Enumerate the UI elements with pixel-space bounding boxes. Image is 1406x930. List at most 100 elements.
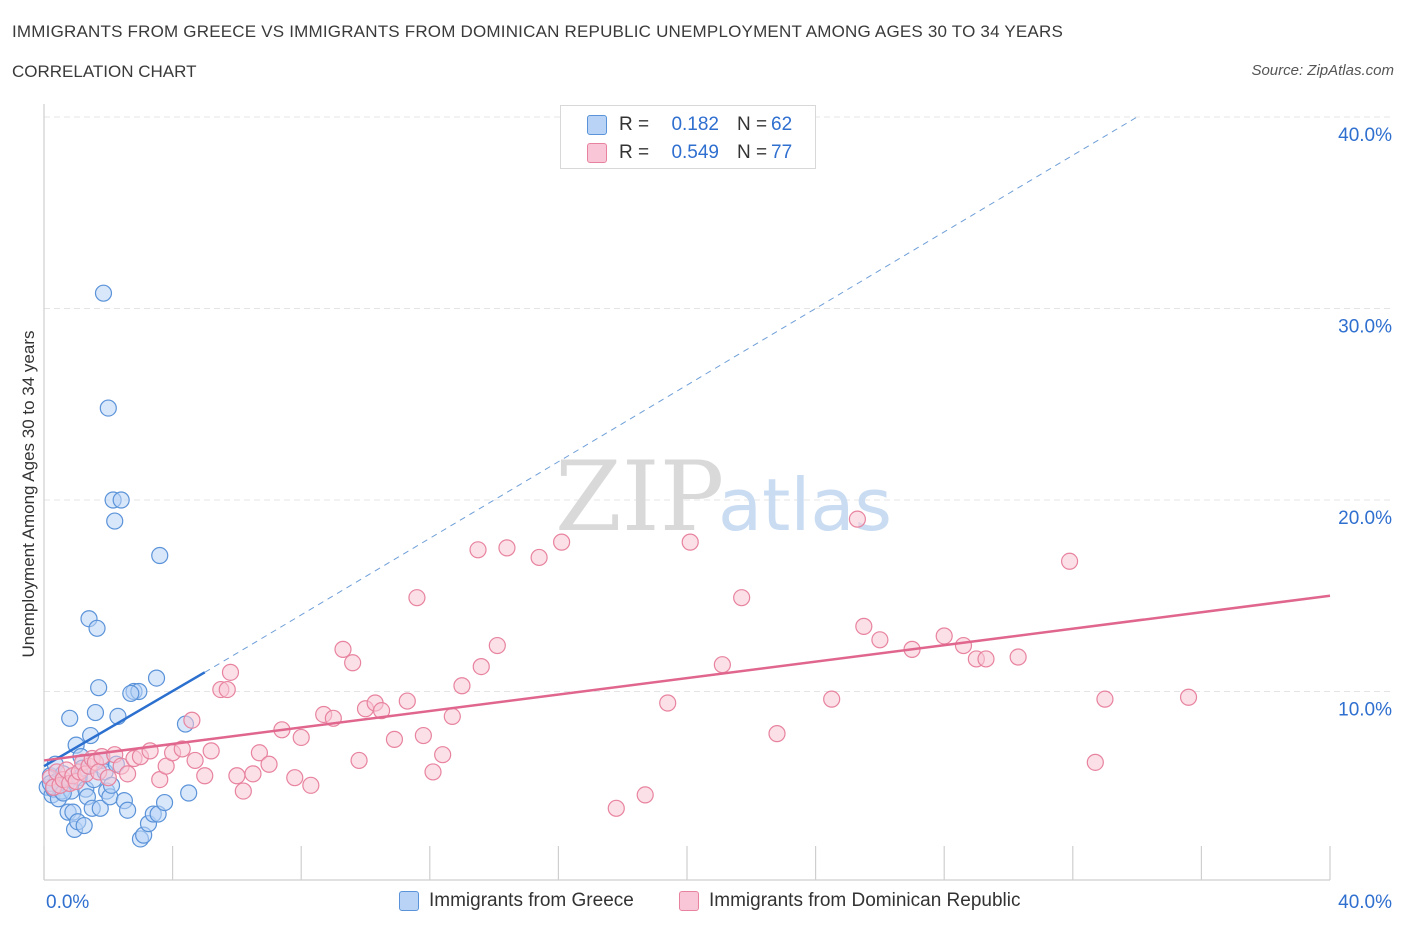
greece-point — [180, 784, 198, 802]
dominican-point — [823, 690, 841, 708]
legend-n-value: 77 — [771, 142, 793, 163]
chart-subtitle: CORRELATION CHART — [12, 62, 197, 81]
dominican-point — [530, 548, 548, 567]
greece-point — [94, 284, 113, 302]
legend-row-greece: R = 0.182 N = 62 — [587, 113, 792, 137]
legend-r-value: 0.549 — [671, 142, 719, 163]
x-tick-label-right: 40.0% — [1338, 892, 1392, 913]
dominican-point — [99, 769, 117, 787]
tick-labels: 10.0% 20.0% 30.0% 40.0% 0.0% 40.0% — [46, 125, 1392, 913]
legend-row-dominican: R = 0.549 N = 77 — [587, 141, 792, 165]
greece-point — [112, 491, 130, 509]
dominican-point — [453, 677, 471, 695]
dominican-point — [385, 730, 404, 748]
dominican-point — [443, 707, 461, 725]
dominican-point — [871, 631, 889, 649]
dominican-point — [202, 742, 220, 760]
chart-title: IMMIGRANTS FROM GREECE VS IMMIGRANTS FRO… — [12, 22, 1063, 41]
dominican-point — [350, 751, 368, 770]
dominican-point — [469, 541, 487, 559]
dominican-point — [472, 658, 490, 676]
dominican-point — [977, 650, 995, 668]
legend-r-label: R = — [619, 114, 650, 135]
dominican-point — [221, 663, 240, 681]
dominican-point — [733, 589, 751, 607]
dominican-point — [848, 510, 866, 528]
y-axis-label: Unemployment Among Ages 30 to 34 years — [19, 331, 38, 658]
dominican-point — [196, 767, 214, 785]
greece-point — [151, 546, 169, 565]
correlation-legend: R = 0.182 N = 62 R = 0.549 N = 77 — [560, 105, 816, 169]
dominican-point — [414, 726, 432, 745]
dominican-point — [118, 765, 137, 783]
greece-point — [118, 801, 137, 819]
axes — [43, 104, 1331, 881]
dominican-point — [855, 617, 873, 635]
dominican-point — [186, 751, 204, 770]
y-tick-label: 10.0% — [1338, 700, 1392, 721]
dominican-point — [372, 702, 391, 720]
bottom-legend-label-greece: Immigrants from Greece — [429, 890, 634, 911]
greece-point — [155, 793, 174, 812]
dominican-point — [302, 776, 320, 794]
greece-point — [86, 703, 105, 722]
y-tick-label: 30.0% — [1338, 317, 1392, 338]
greece-trend-line — [43, 671, 206, 768]
legend-r-label: R = — [619, 142, 650, 163]
gridlines — [44, 116, 1392, 692]
dominican-trend-line — [43, 594, 1331, 762]
y-tick-label: 40.0% — [1338, 125, 1392, 146]
dominican-point — [1086, 753, 1104, 771]
greece-trend-extension — [204, 116, 1138, 673]
dominican-point — [768, 725, 786, 743]
dominican-point — [173, 740, 191, 758]
x-tick-label-left: 0.0% — [46, 892, 89, 913]
dominican-point — [424, 763, 442, 781]
dominican-points — [41, 510, 1198, 817]
dominican-point — [954, 636, 973, 655]
legend-r-value: 0.182 — [671, 114, 719, 135]
dominican-point — [935, 627, 953, 645]
trend-lines — [43, 116, 1331, 768]
greece-point — [90, 679, 108, 697]
dominican-point — [228, 767, 246, 785]
dominican-point — [713, 656, 731, 674]
dominican-point — [344, 654, 362, 672]
greece-point — [75, 816, 93, 835]
y-tick-label: 20.0% — [1338, 508, 1392, 529]
dominican-point — [553, 533, 571, 551]
legend-swatch-dominican — [587, 143, 607, 163]
bottom-legend-dominican: Immigrants from Dominican Republic — [679, 890, 1021, 912]
dominican-point — [260, 755, 278, 773]
dominican-point — [1179, 688, 1198, 706]
watermark-zip: ZIP — [555, 441, 724, 553]
bottom-legend-greece: Immigrants from Greece — [399, 890, 634, 912]
greece-point — [61, 709, 79, 727]
dominican-point — [250, 744, 269, 762]
watermark-atlas: atlas — [718, 463, 892, 547]
dominican-point — [408, 589, 426, 607]
dominican-point — [434, 746, 452, 764]
dominican-point — [218, 680, 236, 699]
greece-point — [106, 512, 124, 530]
dominican-point — [398, 692, 416, 710]
dominican-point — [1096, 690, 1114, 708]
legend-swatch-greece — [587, 115, 607, 135]
dominican-point — [334, 640, 352, 658]
dominican-point — [659, 694, 677, 712]
bottom-legend-label-dominican: Immigrants from Dominican Republic — [709, 890, 1021, 911]
dominican-point — [636, 786, 654, 804]
dominican-point — [183, 711, 201, 729]
dominican-point — [681, 533, 699, 551]
bottom-legend-swatch-dominican — [679, 891, 699, 911]
greece-point — [147, 669, 166, 687]
source-credit: Source: ZipAtlas.com — [1251, 62, 1394, 79]
dominican-point — [1009, 648, 1027, 666]
dominican-point — [488, 636, 506, 655]
dominican-point — [286, 769, 304, 787]
greece-point — [88, 619, 106, 637]
dominican-point — [607, 799, 625, 817]
greece-point — [99, 399, 117, 417]
dominican-point — [498, 539, 516, 557]
